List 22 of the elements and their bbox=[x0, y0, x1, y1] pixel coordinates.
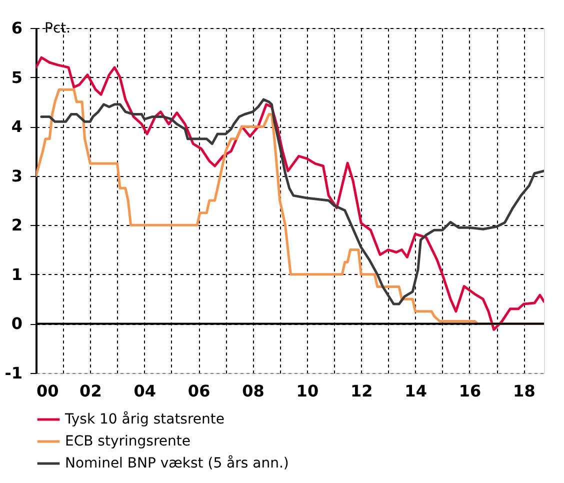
y-tick-label: -1 bbox=[4, 364, 22, 382]
x-tick-label: 10 bbox=[296, 382, 319, 400]
x-tick-label: 16 bbox=[458, 382, 482, 400]
x-tick-label: 00 bbox=[36, 382, 59, 400]
x-tick-label: 18 bbox=[513, 382, 536, 400]
legend-label: Nominel BNP vækst (5 års ann.) bbox=[65, 454, 289, 472]
x-tick-label: 12 bbox=[350, 382, 373, 400]
y-tick-label: 1 bbox=[11, 264, 22, 284]
y-tick-label: 5 bbox=[11, 68, 22, 87]
y-axis-title: Pct. bbox=[44, 20, 71, 36]
x-tick-label: 04 bbox=[134, 382, 156, 400]
y-tick-label: 4 bbox=[11, 117, 22, 136]
y-tick-label: 6 bbox=[11, 18, 22, 38]
y-tick-label: 2 bbox=[11, 216, 22, 235]
x-tick-label: 02 bbox=[80, 382, 102, 400]
x-tick-label: 14 bbox=[404, 382, 427, 400]
x-tick-label: 06 bbox=[188, 382, 210, 400]
y-tick-label: 0 bbox=[11, 314, 22, 334]
x-tick-label: 08 bbox=[242, 382, 264, 400]
y-tick-label: 3 bbox=[11, 166, 22, 186]
legend-label: Tysk 10 årig statsrente bbox=[64, 410, 225, 428]
legend-label: ECB styringsrente bbox=[65, 434, 190, 450]
